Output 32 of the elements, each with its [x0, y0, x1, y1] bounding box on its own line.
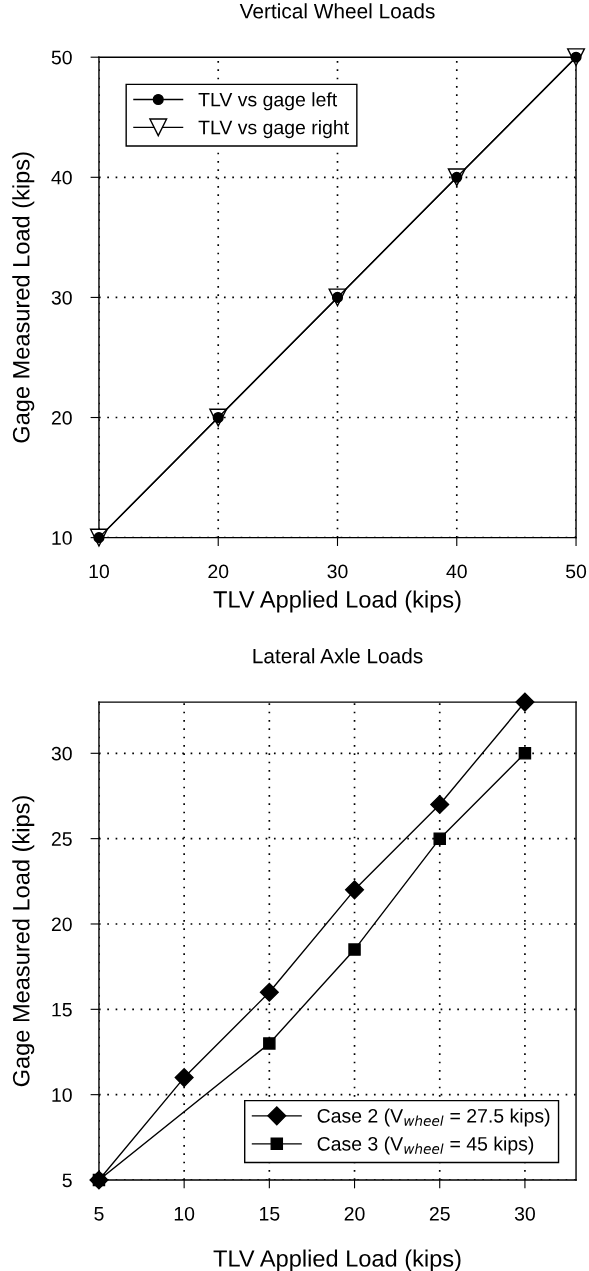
x-axis-title: TLV Applied Load (kips) [213, 1249, 461, 1271]
x-tick-label: 25 [429, 1206, 450, 1221]
x-tick-label: 10 [174, 1206, 195, 1221]
chart-title: Vertical Wheel Loads [239, 3, 435, 19]
x-axis-title: TLV Applied Load (kips) [213, 590, 461, 613]
y-tick-label: 20 [51, 410, 72, 425]
x-tick-label: 10 [89, 564, 110, 579]
x-tick-label: 20 [208, 564, 229, 579]
y-tick-label: 10 [52, 1088, 72, 1102]
chart-title: Lateral Axle Loads [253, 648, 423, 664]
y-axis-title: Gage Measured Load (kips) [12, 796, 35, 1087]
legend-label: Case 2 (V$_{wheel}$ = 27.5 kips) [317, 1108, 550, 1127]
y-tick-label: 20 [51, 917, 72, 932]
y-tick-label: 5 [62, 1173, 72, 1188]
y-tick-label: 30 [51, 290, 72, 305]
x-tick-label: 40 [446, 564, 467, 579]
x-tick-label: 50 [566, 564, 587, 579]
y-tick-label: 15 [52, 1002, 72, 1017]
x-tick-label: 5 [94, 1207, 104, 1221]
y-tick-label: 30 [51, 746, 72, 761]
y-tick-label: 50 [51, 50, 72, 65]
y-axis-title: Gage Measured Load (kips) [12, 152, 35, 443]
y-tick-label: 40 [51, 170, 72, 185]
y-tick-label: 10 [52, 531, 72, 545]
x-tick-label: 15 [260, 1207, 280, 1221]
x-tick-label: 30 [327, 564, 348, 579]
x-tick-label: 20 [344, 1206, 365, 1221]
legend-label: Case 3 (V$_{wheel}$ = 45 kips) [317, 1136, 534, 1155]
legend-label: TLV vs gage left [198, 92, 338, 111]
y-tick-label: 25 [51, 832, 72, 846]
x-tick-label: 30 [514, 1206, 535, 1221]
legend-label: TLV vs gage right [198, 120, 349, 139]
